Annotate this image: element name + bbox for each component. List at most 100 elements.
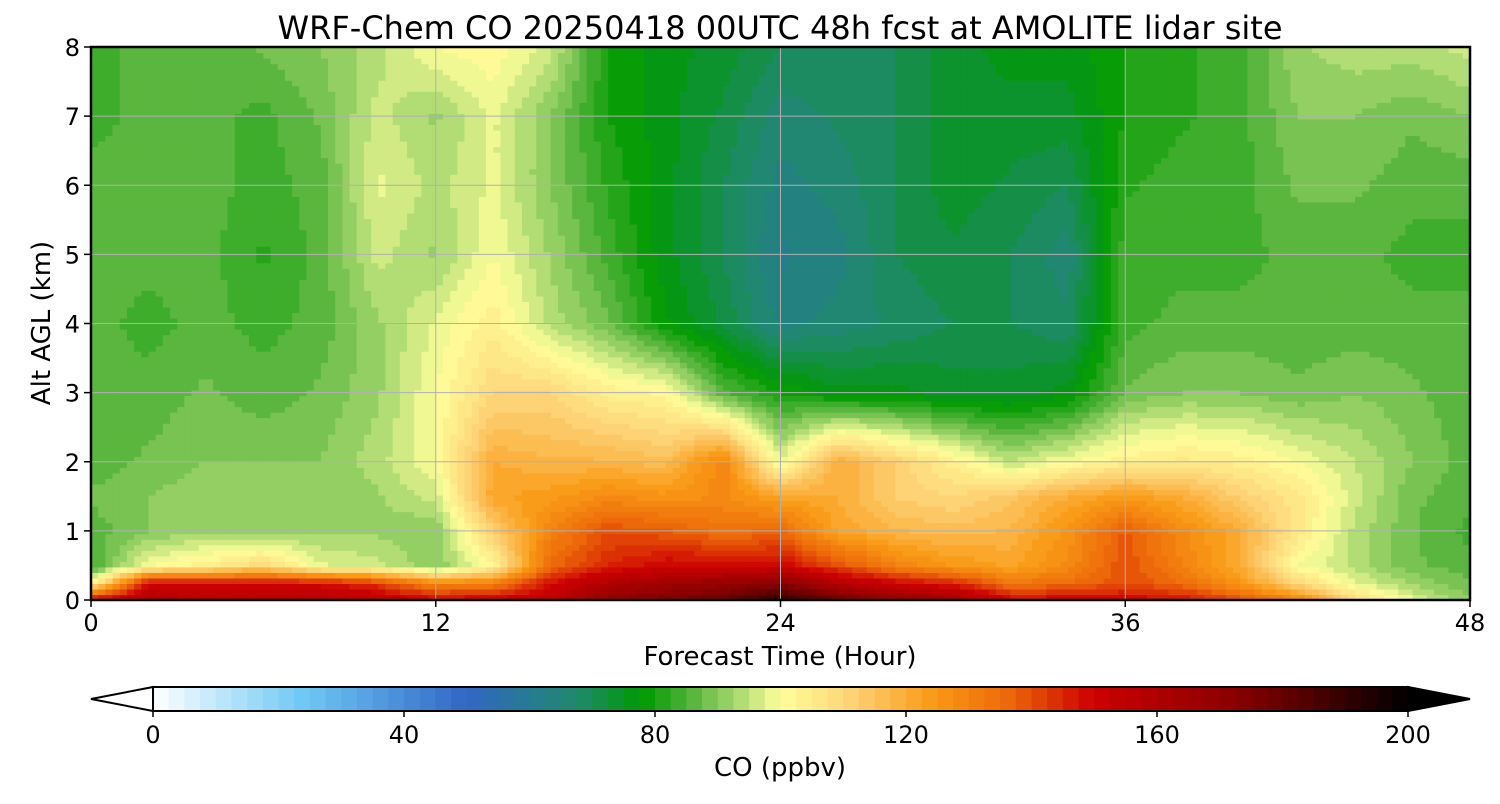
heatmap-cell xyxy=(1111,495,1119,501)
heatmap-cell xyxy=(1132,517,1140,523)
heatmap-cell xyxy=(1168,550,1176,556)
heatmap-cell xyxy=(263,484,271,490)
heatmap-cell xyxy=(1384,512,1392,518)
heatmap-cell xyxy=(493,550,501,556)
heatmap-cell xyxy=(838,556,846,562)
heatmap-cell xyxy=(206,467,214,473)
heatmap-cell xyxy=(378,506,386,512)
heatmap-cell xyxy=(1183,556,1191,562)
heatmap-cell xyxy=(1391,534,1399,540)
heatmap-cell xyxy=(306,500,314,506)
heatmap-cell xyxy=(1018,517,1026,523)
heatmap-cell xyxy=(1269,478,1277,484)
heatmap-cell xyxy=(213,534,221,540)
heatmap-cell xyxy=(500,473,508,479)
heatmap-cell xyxy=(1255,484,1263,490)
heatmap-cell xyxy=(1283,523,1291,529)
heatmap-cell xyxy=(1125,517,1133,523)
heatmap-cell xyxy=(802,478,810,484)
heatmap-cell xyxy=(321,567,329,573)
heatmap-cell xyxy=(939,467,947,473)
heatmap-cell xyxy=(1441,578,1449,584)
heatmap-cell xyxy=(249,495,257,501)
heatmap-cell xyxy=(996,484,1004,490)
heatmap-cell xyxy=(1312,539,1320,545)
heatmap-cell xyxy=(558,517,566,523)
heatmap-cell xyxy=(1312,478,1320,484)
heatmap-cell xyxy=(1147,550,1155,556)
heatmap-cell xyxy=(694,495,702,501)
heatmap-cell xyxy=(816,561,824,567)
heatmap-cell xyxy=(824,583,832,589)
heatmap-cell xyxy=(939,567,947,573)
heatmap-cell xyxy=(579,478,587,484)
heatmap-cell xyxy=(134,506,142,512)
heatmap-cell xyxy=(1362,495,1370,501)
heatmap-cell xyxy=(242,478,250,484)
heatmap-cell xyxy=(1068,578,1076,584)
heatmap-cell xyxy=(263,495,271,501)
heatmap-cell xyxy=(306,583,314,589)
heatmap-cell xyxy=(1190,500,1198,506)
heatmap-cell xyxy=(1276,495,1284,501)
heatmap-cell xyxy=(816,467,824,473)
heatmap-cell xyxy=(163,545,171,551)
heatmap-cell xyxy=(960,589,968,595)
heatmap-cell xyxy=(888,467,896,473)
heatmap-cell xyxy=(723,572,731,578)
heatmap-cell xyxy=(256,512,264,518)
heatmap-cell xyxy=(249,550,257,556)
heatmap-cell xyxy=(946,534,954,540)
heatmap-cell xyxy=(1211,578,1219,584)
heatmap-cell xyxy=(1003,478,1011,484)
heatmap-cell xyxy=(1369,512,1377,518)
heatmap-cell xyxy=(1283,578,1291,584)
heatmap-cell xyxy=(271,589,279,595)
heatmap-cell xyxy=(910,500,918,506)
heatmap-cell xyxy=(1413,561,1421,567)
heatmap-cell xyxy=(1018,578,1026,584)
heatmap-cell xyxy=(1319,500,1327,506)
heatmap-cell xyxy=(1061,545,1069,551)
heatmap-cell xyxy=(1290,523,1298,529)
heatmap-cell xyxy=(788,500,796,506)
heatmap-cell xyxy=(271,572,279,578)
heatmap-cell xyxy=(407,539,415,545)
heatmap-cell xyxy=(1132,567,1140,573)
heatmap-cell xyxy=(1413,506,1421,512)
heatmap-cell xyxy=(529,545,537,551)
heatmap-cell xyxy=(1075,523,1083,529)
heatmap-cell xyxy=(436,545,444,551)
heatmap-cell xyxy=(737,550,745,556)
heatmap-cell xyxy=(1046,484,1054,490)
heatmap-cell xyxy=(1104,473,1112,479)
heatmap-cell xyxy=(1255,512,1263,518)
heatmap-cell xyxy=(615,517,623,523)
heatmap-cell xyxy=(364,512,372,518)
heatmap-cell xyxy=(594,517,602,523)
heatmap-cell xyxy=(1053,561,1061,567)
heatmap-cell xyxy=(1441,556,1449,562)
heatmap-cell xyxy=(931,539,939,545)
heatmap-cell xyxy=(235,550,243,556)
heatmap-cell xyxy=(874,561,882,567)
heatmap-cell xyxy=(400,583,408,589)
heatmap-cell xyxy=(148,495,156,501)
heatmap-cell xyxy=(694,500,702,506)
heatmap-cell xyxy=(1434,589,1442,595)
heatmap-cell xyxy=(1097,556,1105,562)
heatmap-cell xyxy=(1348,556,1356,562)
heatmap-cell xyxy=(1398,462,1406,468)
heatmap-cell xyxy=(450,495,458,501)
heatmap-cell xyxy=(120,578,128,584)
heatmap-cell xyxy=(788,539,796,545)
heatmap-cell xyxy=(1369,495,1377,501)
heatmap-cell xyxy=(1061,523,1069,529)
heatmap-cell xyxy=(1039,589,1047,595)
heatmap-cell xyxy=(1326,517,1334,523)
heatmap-cell xyxy=(1226,561,1234,567)
heatmap-cell xyxy=(1018,545,1026,551)
heatmap-cell xyxy=(960,545,968,551)
heatmap-cell xyxy=(1197,484,1205,490)
heatmap-cell xyxy=(982,583,990,589)
